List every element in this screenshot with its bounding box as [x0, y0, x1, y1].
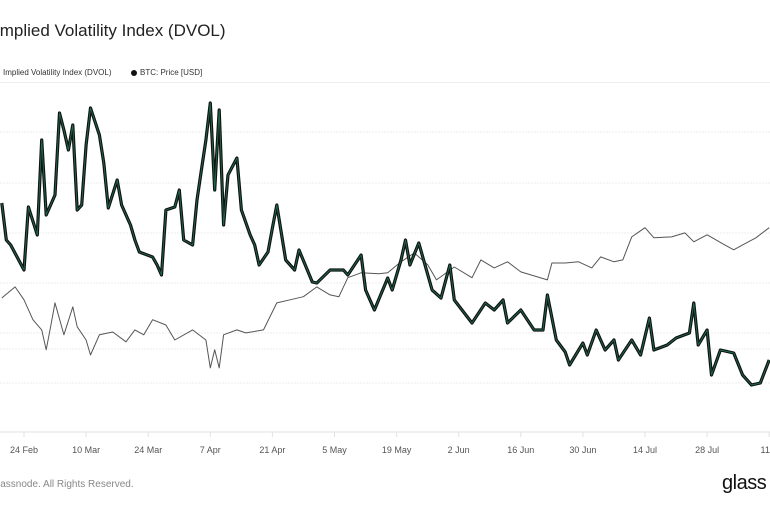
dvol-line [0, 101, 770, 387]
x-tick-label: 21 Apr [259, 445, 285, 455]
legend-item-btc-price[interactable]: BTC: Price [USD] [131, 68, 202, 77]
legend-dot-icon [131, 70, 137, 76]
x-tick-label: 28 Jul [695, 445, 719, 455]
glassnode-logo: glass [722, 472, 767, 494]
x-tick-label: 16 Jun [507, 445, 534, 455]
copyright-footer: lassnode. All Rights Reserved. [0, 479, 134, 490]
x-axis: 24 Feb 10 Mar 24 Mar 7 Apr 21 Apr 5 May 19 May… [10, 432, 770, 455]
x-tick-label: 30 Jun [569, 445, 596, 455]
x-tick-label: 5 May [322, 445, 347, 455]
x-tick-label: 24 Mar [134, 445, 162, 455]
x-tick-label: 24 Feb [10, 445, 38, 455]
btc-price-line [1, 227, 770, 369]
x-tick-label: 10 Mar [72, 445, 100, 455]
legend-label-btc-price: BTC: Price [USD] [140, 68, 203, 77]
x-tick-label: 2 Jun [448, 445, 470, 455]
series-lines [0, 101, 770, 387]
chart-title: Implied Volatility Index (DVOL) [0, 21, 226, 40]
dvol-candle-fill [1, 102, 770, 386]
x-tick-label: 7 Apr [200, 445, 221, 455]
x-tick-label: 19 May [382, 445, 412, 455]
legend-divider [0, 82, 770, 83]
legend-item-dvol[interactable]: Implied Volatility Index (DVOL) [3, 68, 112, 77]
x-tick-label: 11 A [761, 445, 770, 455]
x-tick-label: 14 Jul [633, 445, 657, 455]
legend-label-dvol: Implied Volatility Index (DVOL) [3, 68, 112, 77]
